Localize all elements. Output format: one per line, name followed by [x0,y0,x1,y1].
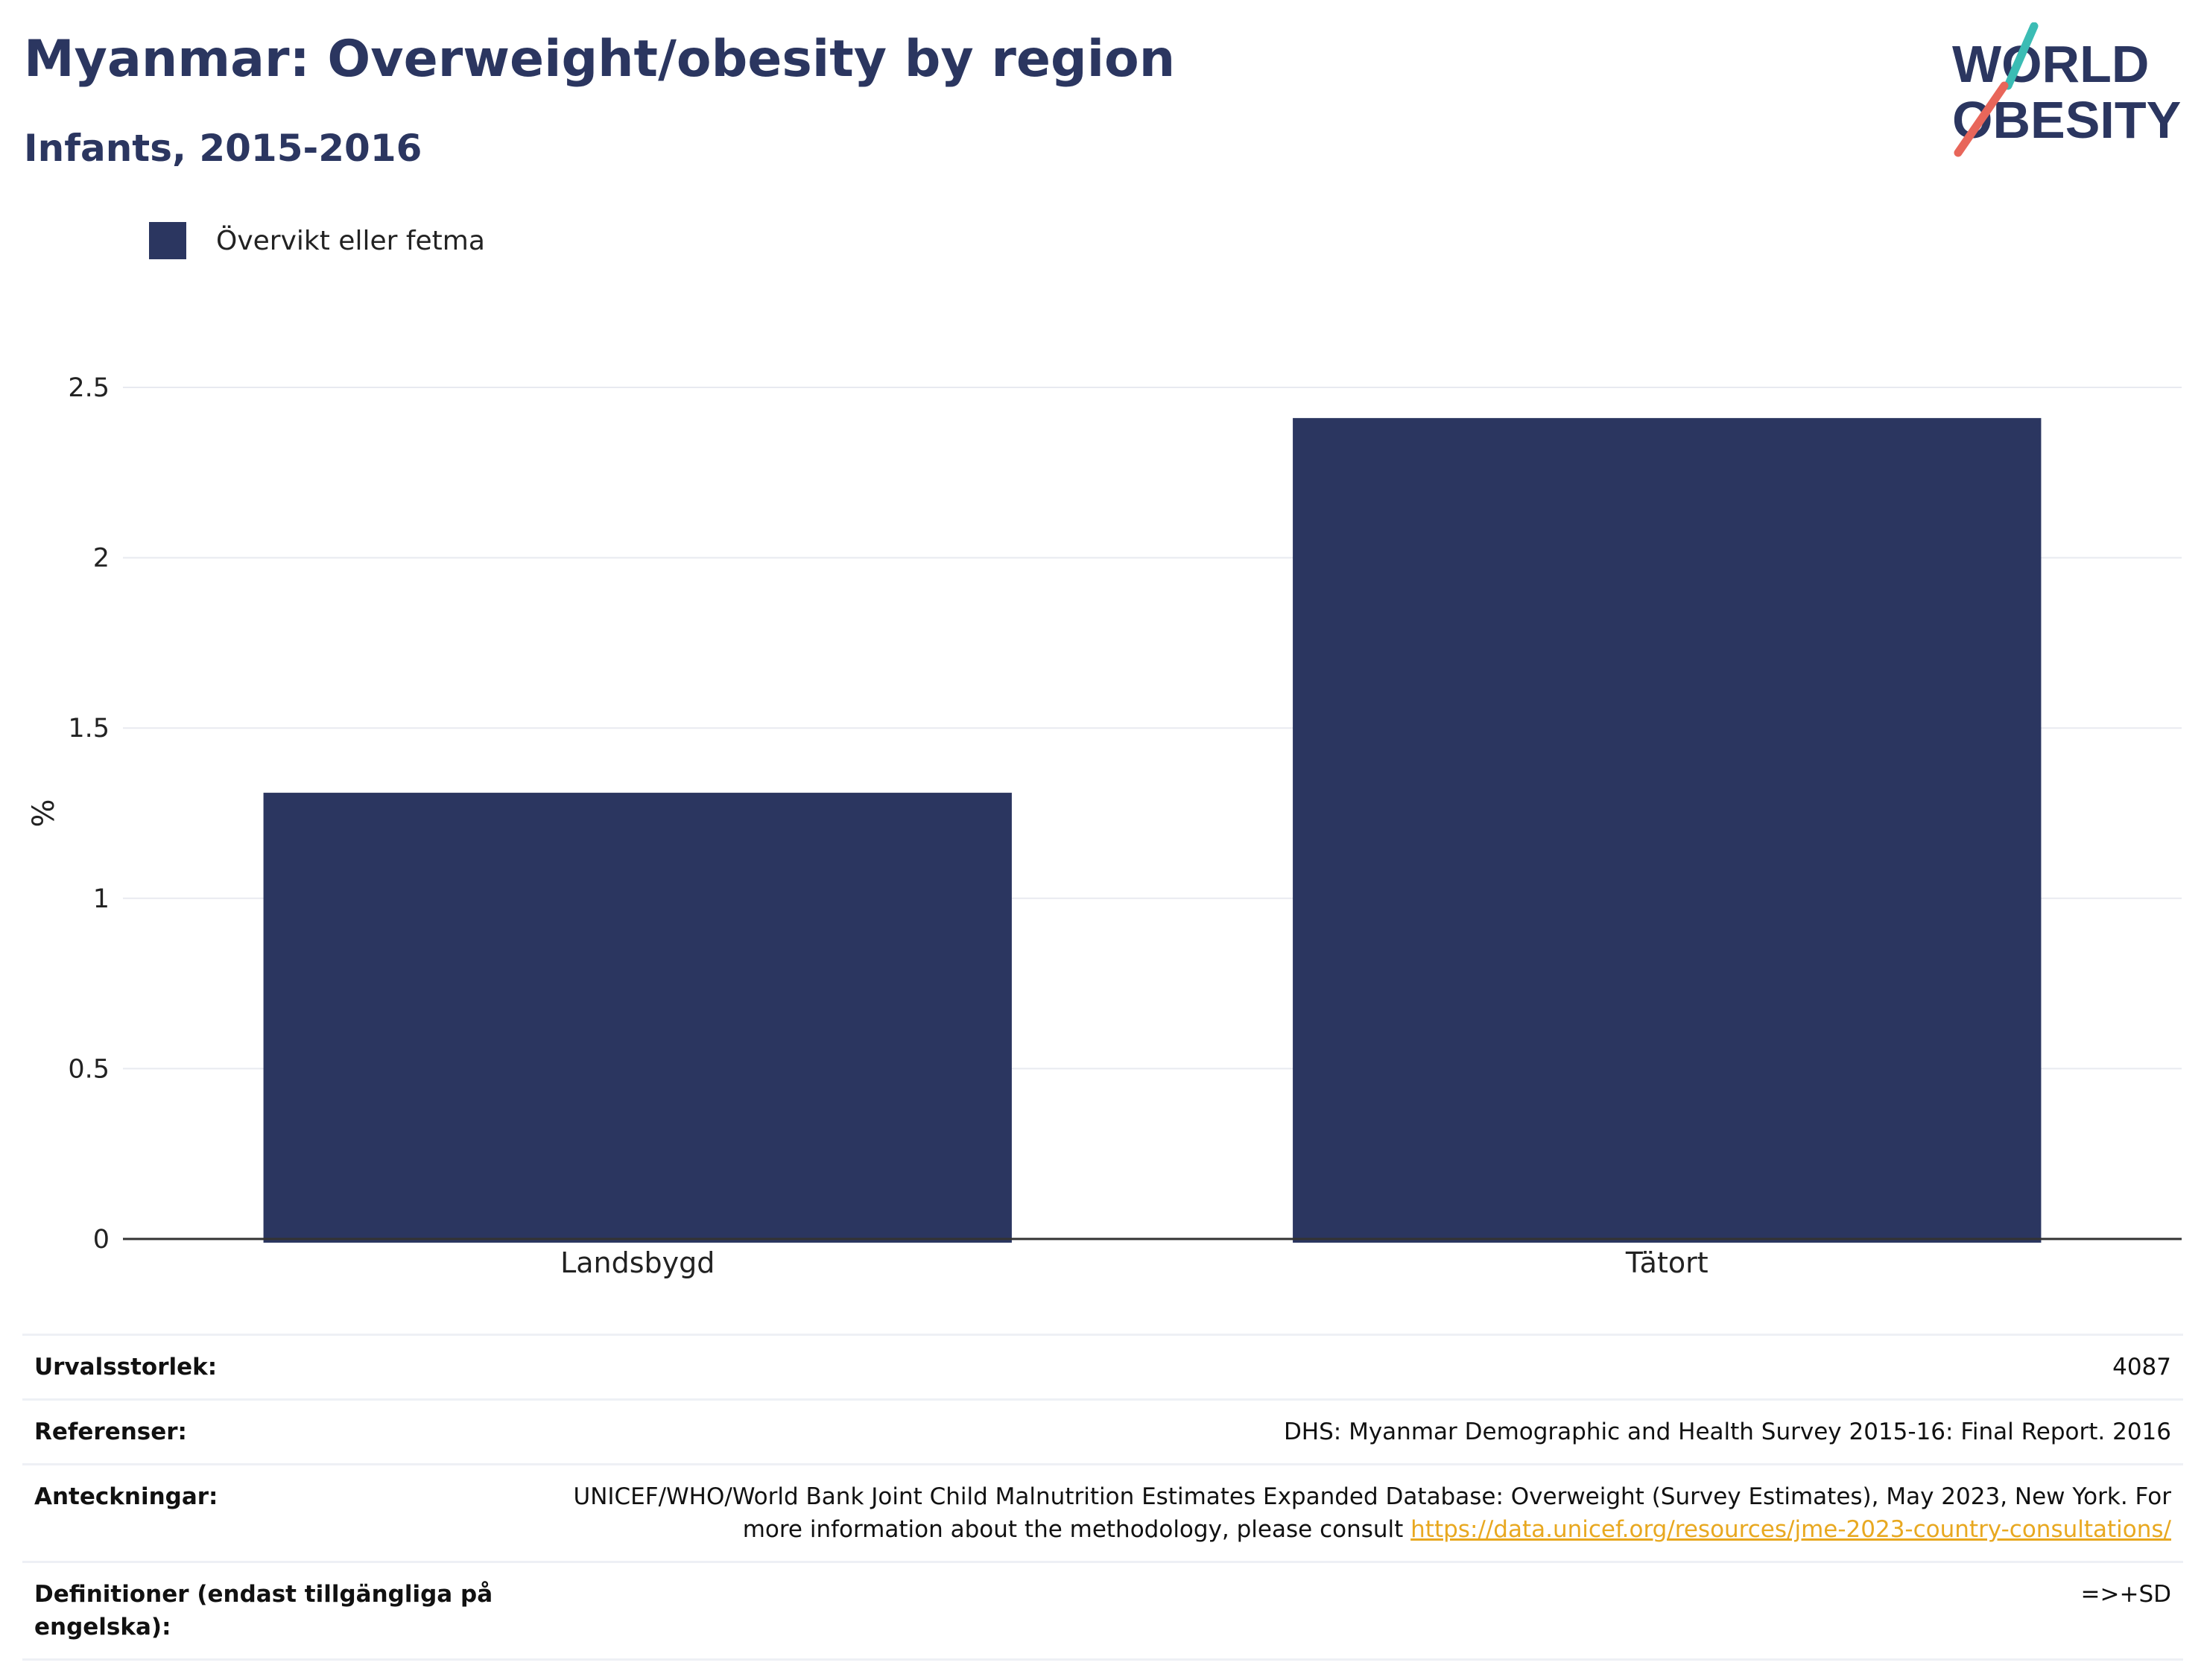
info-value: 4087 [508,1335,2183,1400]
x-tick-label: Landsbygd [560,1246,715,1279]
info-key: Urvalsstorlek: [22,1335,508,1400]
y-axis-label: % [27,799,61,827]
info-row-definitions: Definitioner (endast tillgängliga på eng… [22,1562,2183,1660]
info-row-notes: Anteckningar: UNICEF/WHO/World Bank Join… [22,1465,2183,1562]
info-value: =>+SD [508,1562,2183,1660]
methodology-link[interactable]: https://data.unicef.org/resources/jme-20… [1410,1516,2171,1543]
info-key: Anteckningar: [22,1465,508,1562]
y-tick-label: 1 [93,884,110,914]
y-tick-label: 2 [93,544,110,574]
bar[interactable] [1293,418,2041,1243]
info-value: DHS: Myanmar Demographic and Health Surv… [508,1400,2183,1465]
info-value: UNICEF/WHO/World Bank Joint Child Malnut… [508,1465,2183,1562]
x-tick-label: Tätort [1625,1246,1709,1279]
info-key: Definitioner (endast tillgängliga på eng… [22,1562,508,1660]
info-row-sample: Urvalsstorlek: 4087 [22,1335,2183,1400]
info-table: Urvalsstorlek: 4087 Referenser: DHS: Mya… [22,1334,2183,1661]
y-tick-label: 2.5 [68,373,110,403]
y-tick-label: 0 [93,1225,110,1255]
info-row-references: Referenser: DHS: Myanmar Demographic and… [22,1400,2183,1465]
y-tick-label: 1.5 [68,714,110,744]
y-tick-label: 0.5 [68,1054,110,1084]
bar[interactable] [264,793,1012,1243]
bar-chart: 0 0.5 1 1.5 2 2.5 Landsbygd Tätort% [0,0,2204,1311]
info-key: Referenser: [22,1400,508,1465]
